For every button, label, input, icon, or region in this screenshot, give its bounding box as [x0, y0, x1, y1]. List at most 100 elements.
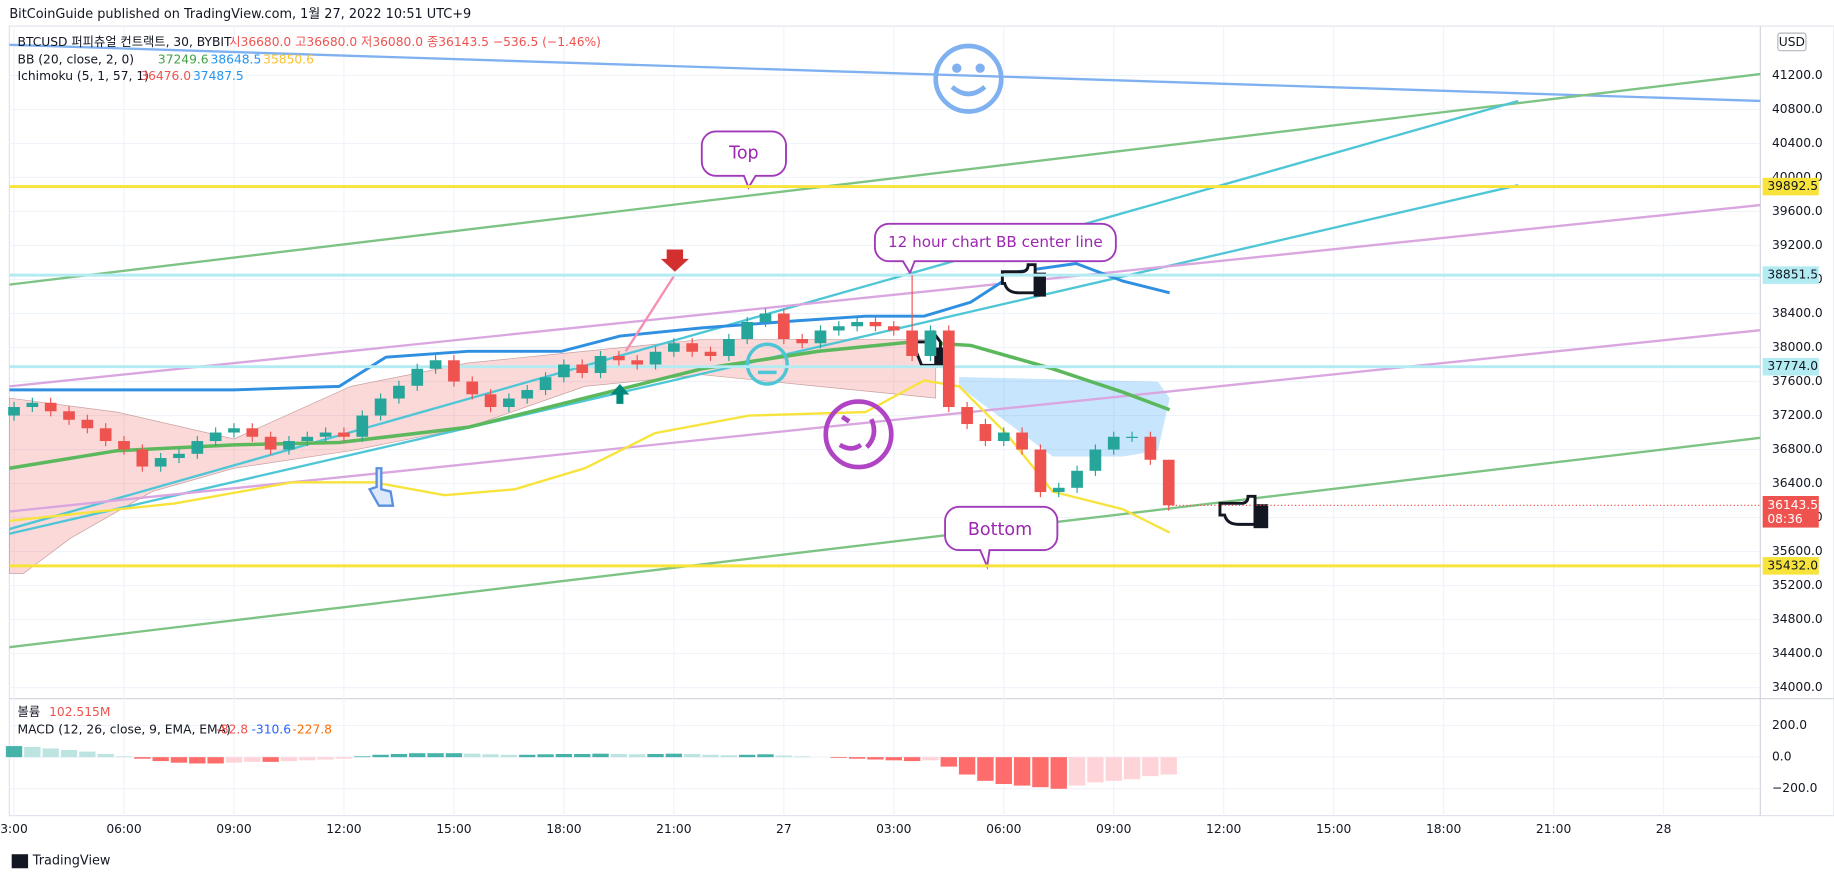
candle-body	[924, 330, 937, 357]
candle-body	[942, 330, 955, 408]
candle-body	[1144, 436, 1157, 460]
candle-body	[154, 458, 167, 467]
candle-body	[649, 351, 662, 365]
candle-body	[393, 385, 405, 399]
x-tick-label: 15:00	[1316, 822, 1351, 836]
candle-body	[136, 449, 149, 467]
candle-body	[448, 360, 460, 382]
macd-histogram-bar	[1105, 757, 1122, 781]
bb-lower	[9, 379, 1171, 534]
annotation: Bottom	[968, 520, 1032, 540]
macd-histogram-bar	[134, 757, 151, 759]
candle-body	[209, 432, 222, 442]
byline: BitCoinGuide published on TradingView.co…	[9, 7, 471, 22]
candle-body	[503, 398, 515, 408]
macd-histogram-bar	[445, 753, 463, 758]
bb-upper	[9, 262, 1170, 392]
macd-histogram-bar	[647, 753, 664, 758]
macd-histogram-bar	[464, 753, 481, 758]
x-tick-label: 21:00	[656, 822, 691, 836]
y2-tick-label: −200.0	[1772, 781, 1817, 795]
macd-histogram-bar	[958, 757, 976, 775]
x-tick-label: 09:00	[1096, 822, 1131, 836]
y-tick-label: 37200.0	[1772, 408, 1823, 422]
candle-body	[704, 351, 717, 357]
macd-histogram-bar	[354, 756, 371, 758]
arrow-line	[624, 275, 675, 352]
candle-body	[429, 360, 442, 369]
candle-body	[906, 330, 918, 357]
candle-body	[777, 313, 790, 340]
macd-histogram-bar	[60, 750, 78, 758]
candle-body	[118, 441, 130, 450]
macd-histogram-bar	[702, 754, 719, 758]
candle-body	[466, 381, 479, 395]
macd-histogram-bar	[1160, 757, 1177, 775]
candle-body	[356, 415, 369, 437]
candle-body	[246, 428, 259, 437]
trend-line	[9, 43, 1761, 103]
macd-histogram-bar	[903, 757, 921, 762]
candle-body	[191, 441, 204, 454]
pointer-hand	[1218, 494, 1269, 529]
trend-line	[9, 436, 1761, 649]
smiley	[933, 43, 1004, 114]
callout: Bottom	[944, 505, 1059, 570]
candle-body	[1126, 436, 1138, 438]
y-tick-label: 35200.0	[1772, 578, 1823, 592]
legend-macd: MACD (12, 26, close, 9, EMA, EMA)	[18, 723, 231, 737]
macd-histogram-bar	[519, 754, 536, 758]
macd-histogram-bar	[335, 757, 353, 759]
candle-body	[576, 364, 589, 374]
x-tick-label: 12:00	[326, 822, 361, 836]
currency[interactable]: USD	[1779, 35, 1805, 49]
candle-body	[594, 356, 607, 374]
macd-histogram-bar	[115, 756, 133, 758]
macd-histogram-bar	[482, 754, 499, 758]
confused-face	[823, 399, 894, 470]
candle-body	[997, 432, 1010, 442]
y-tick-label: 39200.0	[1772, 238, 1823, 252]
macd-histogram-bar	[280, 757, 298, 762]
candle-body	[686, 343, 699, 352]
legend-ohlc: 시36680.0 고36680.0 저36080.0 종36143.5 −536…	[229, 35, 601, 49]
y-tick-label: 34400.0	[1772, 646, 1823, 660]
candle-body	[887, 326, 900, 331]
last-price-tag	[1762, 496, 1819, 528]
candle-body	[613, 356, 625, 361]
footer: TradingView	[32, 854, 111, 869]
y-tick-label: 40800.0	[1772, 102, 1823, 116]
currency-badge[interactable]	[1777, 32, 1807, 52]
y-tick-label: 34000.0	[1772, 680, 1823, 694]
up-arrow	[610, 384, 630, 404]
legend-symbol: BTCUSD 퍼피츄얼 컨트랙트, 30, BYBIT	[18, 35, 233, 49]
macd-histogram-bar	[775, 755, 793, 758]
candle-body	[631, 360, 644, 365]
annotation: 12 hour chart BB center line	[888, 233, 1103, 251]
y-tick-label: 38400.0	[1772, 306, 1823, 320]
candle-body	[741, 322, 754, 340]
y-tick-label: 34800.0	[1772, 612, 1823, 626]
x-tick-label: 15:00	[436, 822, 471, 836]
y-tick-label: 40400.0	[1772, 136, 1823, 150]
candle-body	[668, 343, 680, 352]
macd-histogram-bar	[244, 757, 261, 762]
x-tick-label: 3:00	[0, 822, 28, 836]
candle-body	[539, 377, 552, 391]
face	[745, 342, 789, 386]
macd-histogram-bar	[1013, 757, 1031, 786]
candle-body	[759, 313, 772, 323]
y-tick-label: 36400.0	[1772, 476, 1823, 490]
macd-histogram-bar	[665, 753, 683, 758]
candle-body	[283, 441, 295, 450]
macd-histogram-bar	[537, 754, 554, 758]
annotation: Top	[728, 144, 759, 164]
candle-body	[319, 432, 332, 437]
macd-histogram-bar	[299, 757, 316, 761]
pointer-hand	[1000, 263, 1046, 297]
candle-body	[1107, 436, 1120, 450]
x-tick-label: 09:00	[216, 822, 251, 836]
macd-histogram-bar	[793, 756, 811, 758]
macd-histogram-bar	[170, 757, 188, 763]
candle-body	[338, 432, 350, 437]
